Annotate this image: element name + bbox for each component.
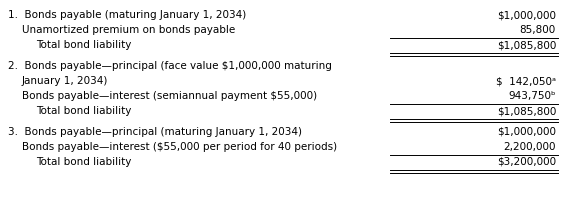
Text: Total bond liability: Total bond liability (36, 40, 131, 50)
Text: $  142,050ᵃ: $ 142,050ᵃ (496, 76, 556, 86)
Text: Total bond liability: Total bond liability (36, 157, 131, 167)
Text: 1.  Bonds payable (maturing January 1, 2034): 1. Bonds payable (maturing January 1, 20… (8, 10, 246, 20)
Text: $1,000,000: $1,000,000 (497, 127, 556, 137)
Text: Total bond liability: Total bond liability (36, 106, 131, 116)
Text: $1,085,800: $1,085,800 (497, 40, 556, 50)
Text: 943,750ᵇ: 943,750ᵇ (509, 91, 556, 101)
Text: 3.  Bonds payable—principal (maturing January 1, 2034): 3. Bonds payable—principal (maturing Jan… (8, 127, 302, 137)
Text: 2,200,000: 2,200,000 (503, 142, 556, 152)
Text: $1,085,800: $1,085,800 (497, 106, 556, 116)
Text: Unamortized premium on bonds payable: Unamortized premium on bonds payable (22, 25, 235, 35)
Text: January 1, 2034): January 1, 2034) (22, 76, 108, 86)
Text: 85,800: 85,800 (519, 25, 556, 35)
Text: Bonds payable—interest ($55,000 per period for 40 periods): Bonds payable—interest ($55,000 per peri… (22, 142, 337, 152)
Text: $1,000,000: $1,000,000 (497, 10, 556, 20)
Text: 2.  Bonds payable—principal (face value $1,000,000 maturing: 2. Bonds payable—principal (face value $… (8, 61, 332, 71)
Text: Bonds payable—interest (semiannual payment $55,000): Bonds payable—interest (semiannual payme… (22, 91, 317, 101)
Text: $3,200,000: $3,200,000 (497, 157, 556, 167)
